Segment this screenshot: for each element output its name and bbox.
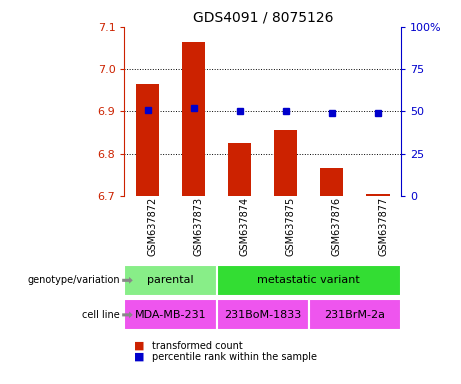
Text: cell line: cell line [82,310,120,320]
Bar [136,84,159,196]
Bar [182,42,205,196]
Text: transformed count: transformed count [152,341,243,351]
Text: percentile rank within the sample: percentile rank within the sample [152,352,317,362]
Text: ■: ■ [134,341,144,351]
Text: GSM637875: GSM637875 [286,197,296,257]
Bar [124,265,217,296]
Bar [228,143,251,196]
Text: GSM637874: GSM637874 [240,197,250,256]
Text: GSM637876: GSM637876 [332,197,342,256]
Bar [366,194,390,196]
Text: 231BrM-2a: 231BrM-2a [325,310,385,320]
Text: GSM637873: GSM637873 [194,197,204,256]
Bar [320,169,343,196]
Text: GSM637877: GSM637877 [378,197,388,257]
Bar [274,131,297,196]
Text: GSM637872: GSM637872 [148,197,158,257]
Text: genotype/variation: genotype/variation [27,275,120,285]
Text: ■: ■ [134,352,144,362]
Text: MDA-MB-231: MDA-MB-231 [135,310,207,320]
Bar [217,265,401,296]
Bar [217,300,309,330]
Bar [124,300,217,330]
Text: parental: parental [147,275,194,285]
Text: 231BoM-1833: 231BoM-1833 [224,310,301,320]
Title: GDS4091 / 8075126: GDS4091 / 8075126 [193,10,333,24]
Bar [309,300,401,330]
Text: metastatic variant: metastatic variant [258,275,360,285]
